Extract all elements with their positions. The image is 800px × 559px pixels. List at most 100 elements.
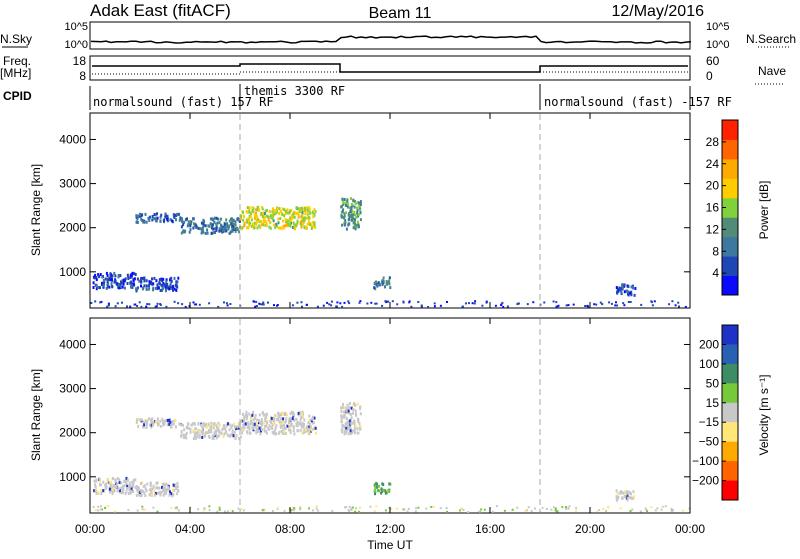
echo-cell: [210, 226, 213, 230]
echo-cell: [425, 507, 428, 510]
echo-cell: [249, 419, 252, 423]
echo-cell: [189, 430, 192, 434]
echo-cell: [315, 431, 317, 435]
echo-cell: [340, 406, 343, 410]
echo-cell: [255, 431, 258, 435]
echo-cell: [299, 507, 302, 509]
echo-cell: [178, 218, 181, 222]
echo-cell: [262, 301, 265, 304]
echo-cell: [186, 426, 189, 430]
echo-cell: [169, 282, 172, 286]
echo-cell: [310, 428, 313, 432]
colorbar-swatch: [722, 441, 738, 462]
echo-cell: [407, 507, 410, 510]
echo-cell: [390, 508, 393, 510]
echo-cell: [262, 217, 265, 221]
echo-cell: [230, 425, 233, 429]
echo-cell: [354, 510, 357, 513]
echo-cell: [169, 218, 172, 222]
echo-cell: [301, 414, 304, 418]
echo-cell: [347, 409, 350, 413]
echo-cell: [501, 301, 504, 304]
echo-cell: [263, 428, 266, 432]
echo-cell: [255, 211, 257, 215]
echo-cell: [307, 215, 310, 219]
echo-cell: [125, 490, 128, 494]
echo-cell: [326, 301, 329, 304]
echo-cell: [480, 508, 483, 511]
echo-region: [240, 205, 317, 231]
echo-cell: [274, 426, 277, 430]
echo-cell: [358, 206, 361, 210]
echo-cell: [347, 508, 350, 511]
echo-cell: [94, 489, 97, 493]
echo-cell: [218, 428, 220, 432]
echo-cell: [247, 217, 250, 221]
echo-cell: [192, 421, 195, 425]
echo-cell: [164, 419, 167, 423]
echo-cell: [213, 231, 216, 234]
echo-cell: [375, 302, 378, 305]
colorbar-swatch: [722, 461, 738, 482]
echo-cell: [671, 300, 674, 303]
echo-cell: [307, 427, 310, 431]
echo-cell: [121, 285, 124, 289]
echo-cell: [146, 303, 149, 306]
echo-cell: [209, 222, 212, 226]
power-panel: 1000 2000 3000 4000 Slant Range [km]: [29, 112, 691, 309]
echo-cell: [254, 416, 257, 420]
echo-cell: [172, 422, 175, 426]
echo-cell: [101, 508, 103, 511]
echo-cell: [271, 510, 274, 512]
echo-cell: [102, 284, 105, 288]
echo-cell: [252, 424, 255, 428]
echo-cell: [354, 217, 357, 221]
echo-cell: [289, 412, 292, 416]
echo-cell: [133, 272, 136, 276]
echo-cell: [284, 412, 287, 416]
echo-cell: [255, 221, 258, 224]
echo-cell: [561, 506, 564, 509]
echo-cell: [260, 422, 262, 426]
echo-cell: [615, 286, 618, 289]
echo-cell: [653, 300, 656, 303]
echo-cell: [215, 436, 218, 440]
echo-cell: [255, 429, 258, 433]
echo-cell: [208, 302, 211, 305]
echo-cell: [217, 305, 220, 308]
echo-cell: [258, 419, 260, 423]
echo-cell: [176, 212, 179, 216]
echo-cell: [259, 226, 262, 230]
echo-cell: [98, 477, 101, 481]
echo-cell: [382, 276, 385, 280]
echo-cell: [241, 431, 244, 435]
echo-cell: [625, 492, 628, 496]
echo-cell: [140, 490, 143, 494]
echo-cell: [670, 507, 673, 510]
echo-cell: [140, 493, 143, 497]
echo-cell: [473, 302, 476, 305]
echo-cell: [388, 279, 391, 283]
echo-cell: [229, 303, 232, 305]
echo-cell: [236, 226, 239, 230]
echo-cell: [106, 280, 109, 283]
colorbar-swatch: [722, 383, 738, 404]
echo-cell: [200, 221, 203, 225]
echo-cell: [102, 278, 105, 282]
echo-cell: [188, 230, 191, 234]
echo-cell: [153, 489, 156, 493]
echo-cell: [552, 300, 555, 303]
echo-cell: [308, 432, 311, 436]
echo-cell: [92, 286, 95, 289]
echo-cell: [156, 417, 159, 421]
echo-cell: [280, 417, 282, 421]
echo-cell: [304, 207, 307, 210]
echo-cell: [114, 305, 117, 308]
echo-cell: [671, 510, 674, 513]
echo-cell: [192, 429, 195, 433]
echo-cell: [186, 217, 188, 221]
echo-cell: [108, 285, 111, 289]
echo-cell: [301, 216, 304, 220]
echo-cell: [289, 210, 291, 214]
echo-cell: [242, 509, 245, 512]
